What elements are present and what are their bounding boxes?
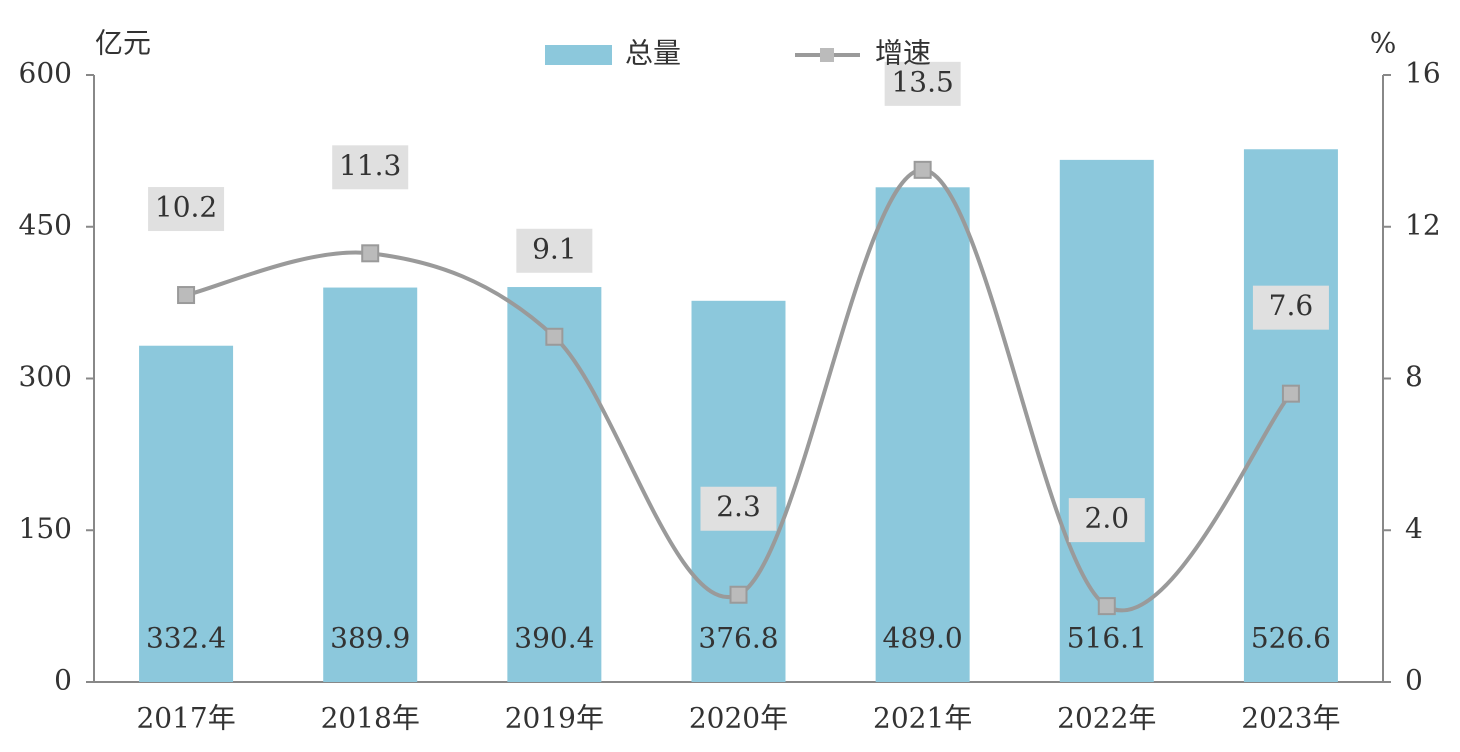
value-label-box: [700, 486, 777, 531]
x-tick-label: 2020年: [689, 702, 788, 735]
bar: [875, 187, 970, 683]
line-value-label: 10.2: [155, 191, 217, 224]
x-tick-label: 2022年: [1057, 702, 1156, 735]
bar: [507, 287, 602, 682]
line-value-label: 2.0: [1085, 502, 1130, 535]
y-tick-label: 150: [19, 512, 72, 545]
line-marker: [729, 585, 748, 604]
line-value-label: 9.1: [532, 232, 577, 265]
line-marker: [177, 286, 196, 305]
y-tick-label: 300: [19, 360, 72, 393]
y2-axis-label: %: [1370, 27, 1397, 60]
legend-label: 总量: [625, 37, 681, 70]
bar-value-label: 516.1: [1067, 622, 1147, 655]
y-axis-label: 亿元: [95, 27, 151, 60]
x-tick-label: 2018年: [321, 702, 420, 735]
line-value-label: 7.6: [1269, 289, 1314, 322]
value-label-box: [148, 187, 225, 232]
bar: [1243, 149, 1338, 682]
line-marker: [361, 244, 380, 263]
value-label-box: [332, 145, 409, 190]
line-marker: [545, 327, 564, 346]
legend-label: 增速: [875, 37, 931, 70]
bar-value-label: 332.4: [146, 622, 226, 655]
x-tick-label: 2021年: [873, 702, 972, 735]
y2-tick-label: 4: [1405, 512, 1423, 545]
line-marker: [913, 160, 932, 179]
bar-value-label: 376.8: [698, 622, 778, 655]
value-label-box: [516, 228, 593, 273]
line-marker: [1281, 384, 1300, 403]
bar: [139, 345, 234, 682]
x-tick-label: 2019年: [505, 702, 604, 735]
bar-value-label: 489.0: [883, 622, 963, 655]
y2-tick-label: 12: [1405, 208, 1441, 241]
bar-value-label: 389.9: [330, 622, 410, 655]
line-value-label: 13.5: [891, 65, 953, 98]
bar: [323, 287, 418, 682]
y-tick-label: 600: [19, 57, 72, 90]
value-label-box: [884, 61, 961, 106]
line-value-label: 11.3: [339, 149, 401, 182]
legend-swatch: [545, 45, 612, 65]
x-tick-label: 2023年: [1241, 702, 1340, 735]
value-label-box: [1068, 498, 1145, 543]
y-tick-label: 450: [19, 208, 72, 241]
value-label-box: [1252, 285, 1329, 330]
line-marker: [1097, 597, 1116, 616]
y2-tick-label: 16: [1405, 57, 1441, 90]
y2-tick-label: 8: [1405, 360, 1423, 393]
line-value-label: 2.3: [716, 490, 761, 523]
x-tick-label: 2017年: [136, 702, 235, 735]
bar: [1059, 159, 1154, 682]
bar-value-label: 526.6: [1251, 622, 1331, 655]
bar-value-label: 390.4: [514, 622, 594, 655]
legend-swatch-marker: [820, 48, 834, 62]
y-tick-label: 0: [54, 664, 72, 697]
y2-tick-label: 0: [1405, 664, 1423, 697]
